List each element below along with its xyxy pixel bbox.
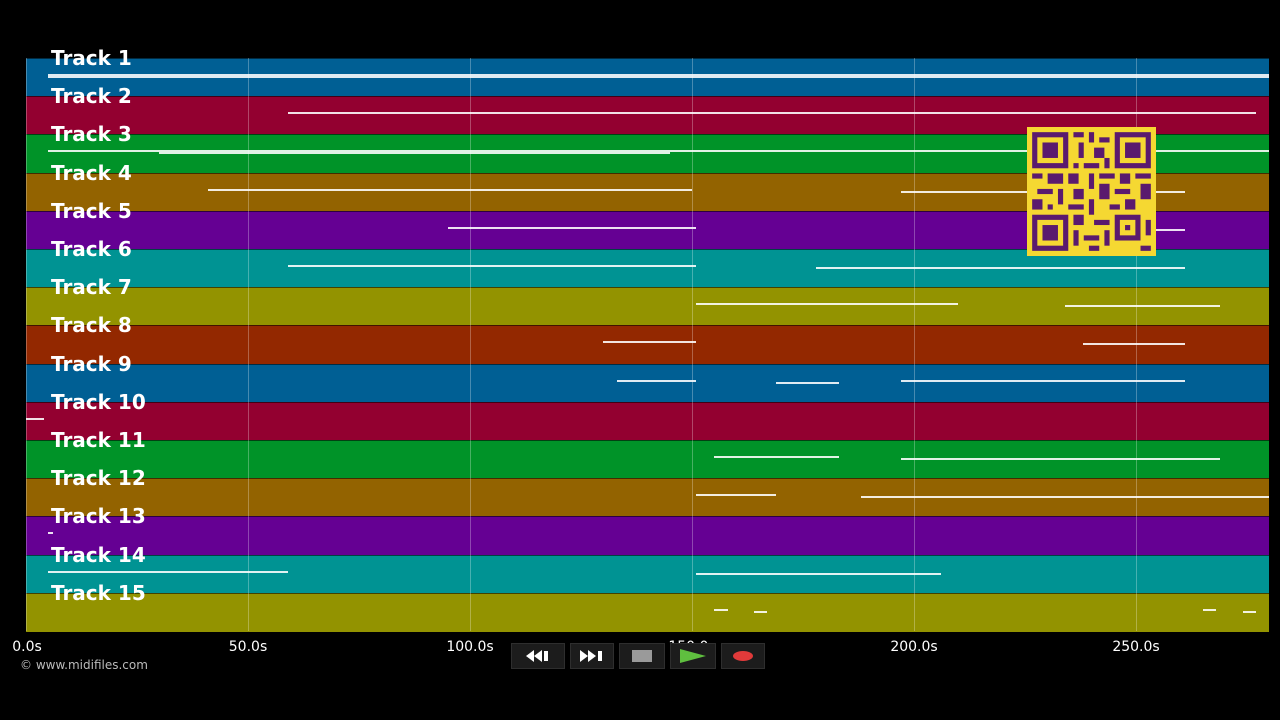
note-bar	[447, 226, 697, 229]
time-tick-label: 100.0s	[446, 639, 494, 655]
note-bar	[696, 572, 941, 575]
note-bar	[1082, 343, 1185, 346]
note-bar	[287, 112, 1256, 115]
note-bar	[48, 76, 1269, 78]
track-lane[interactable]	[26, 401, 1269, 441]
note-bar	[1202, 608, 1216, 611]
transport-controls	[511, 643, 765, 669]
note-bar	[816, 267, 1185, 269]
track-label: Track 6	[51, 237, 132, 261]
play-button[interactable]	[670, 643, 716, 669]
track-label: Track 7	[51, 275, 132, 300]
note-bar	[26, 417, 44, 420]
record-icon	[733, 651, 753, 661]
time-tick-label: 250.0s	[1112, 639, 1160, 655]
track-label: Track 15	[51, 580, 146, 605]
note-bar	[48, 570, 288, 573]
track-label: Track 13	[51, 504, 146, 529]
note-bar	[48, 532, 53, 535]
track-label: Track 4	[51, 160, 132, 185]
time-gridline	[248, 58, 249, 631]
track-lane[interactable]	[26, 363, 1269, 403]
note-bar	[603, 341, 697, 344]
rewind-button[interactable]	[511, 643, 565, 669]
note-bar	[208, 188, 692, 191]
note-bar	[616, 379, 697, 382]
time-gridline	[26, 58, 27, 631]
track-label: Track 8	[51, 313, 132, 338]
fast-forward-button[interactable]	[570, 643, 614, 669]
track-label: Track 5	[51, 198, 132, 223]
rewind-icon	[526, 650, 548, 662]
track-label: Track 1	[51, 46, 132, 70]
time-tick-label: 200.0s	[890, 639, 938, 655]
note-bar	[900, 379, 1185, 382]
note-bar	[48, 74, 1269, 76]
play-icon	[680, 649, 706, 663]
time-tick-label: 50.0s	[228, 639, 268, 655]
fast-forward-icon	[580, 650, 602, 662]
time-gridline	[692, 58, 693, 631]
note-bar	[287, 265, 697, 267]
track-lane[interactable]	[26, 325, 1269, 365]
note-bar	[714, 608, 728, 611]
note-bar	[696, 494, 777, 497]
note-bar	[1242, 610, 1256, 613]
track-lane[interactable]	[26, 287, 1269, 327]
note-bar	[900, 458, 1221, 460]
track-label: Track 14	[51, 542, 146, 567]
note-bar	[1064, 305, 1221, 308]
record-button[interactable]	[721, 643, 765, 669]
track-lane[interactable]	[26, 516, 1269, 556]
track-label: Track 12	[51, 466, 146, 491]
note-bar	[696, 303, 959, 306]
qr-code-icon	[1027, 127, 1156, 256]
time-tick-label: 0.0s	[12, 639, 42, 655]
time-gridline	[470, 58, 471, 631]
track-label: Track 2	[51, 84, 132, 109]
note-bar	[860, 496, 1269, 499]
stop-icon	[632, 650, 652, 662]
note-bar	[48, 150, 1269, 153]
track-label: Track 11	[51, 428, 146, 452]
track-lane[interactable]	[26, 554, 1269, 594]
copyright-text: © www.midifiles.com	[20, 658, 148, 672]
note-bar	[714, 456, 839, 458]
time-gridline	[914, 58, 915, 631]
track-label: Track 10	[51, 389, 146, 414]
time-gridline	[1136, 58, 1137, 631]
note-bar	[159, 152, 670, 155]
note-bar	[776, 381, 839, 384]
track-label: Track 3	[51, 122, 132, 147]
note-bar	[754, 610, 768, 613]
stop-button[interactable]	[619, 643, 665, 669]
track-label: Track 9	[51, 351, 132, 376]
track-lane[interactable]	[26, 592, 1269, 632]
